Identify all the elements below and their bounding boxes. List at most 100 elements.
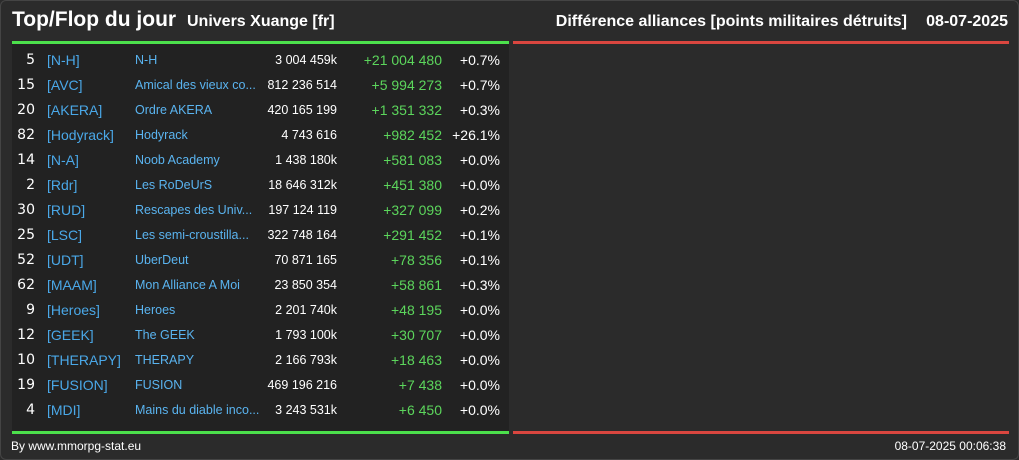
alliance-name-link[interactable]: Ordre AKERA: [135, 103, 213, 117]
alliance-name-link[interactable]: Mains du diable inco...: [135, 403, 260, 417]
rank-value: 82: [17, 127, 35, 143]
percent-value: +0.1%: [459, 227, 500, 243]
rank-value: 4: [26, 402, 35, 418]
points-value: 3 004 459k: [275, 53, 337, 67]
percent-value: +26.1%: [452, 127, 500, 143]
bottom-divider-green: [12, 431, 509, 434]
bottom-divider-red: [513, 431, 1009, 434]
percent-value: +0.0%: [459, 327, 500, 343]
rank-value: 52: [17, 252, 35, 268]
points-value: 197 124 119: [268, 203, 337, 217]
list-item: 14 [N-A] Noob Academy 1 438 180k +581 083 +0.…: [12, 148, 509, 173]
difference-value: +18 463: [391, 352, 442, 368]
alliance-tag-link[interactable]: [N-A]: [47, 152, 79, 168]
list-item: 25 [LSC] Les semi-croustilla... 322 748 164…: [12, 223, 509, 248]
points-value: 2 201 740k: [275, 303, 337, 317]
percent-value: +0.0%: [459, 152, 500, 168]
points-value: 1 793 100k: [275, 328, 337, 342]
alliance-name-link[interactable]: Noob Academy: [135, 153, 220, 167]
alliance-name-link[interactable]: Les RoDeUrS: [135, 178, 213, 192]
top-divider-red: [513, 41, 1009, 44]
list-item: 52 [UDT] UberDeut 70 871 165 +78 356 +0.1%: [12, 248, 509, 273]
alliance-name-link[interactable]: Heroes: [135, 303, 176, 317]
difference-value: +982 452: [383, 127, 442, 143]
alliance-tag-link[interactable]: [THERAPY]: [47, 352, 121, 368]
list-item: 15 [AVC] Amical des vieux co... 812 236 514…: [12, 73, 509, 98]
list-item: 10 [THERAPY] THERAPY 2 166 793k +18 463 +0.0%: [12, 348, 509, 373]
points-value: 420 165 199: [267, 103, 337, 117]
footer-credit: By www.mmorpg-stat.eu: [11, 439, 142, 453]
alliance-tag-link[interactable]: [MAAM]: [47, 277, 97, 293]
difference-value: +581 083: [383, 152, 442, 168]
alliance-tag-link[interactable]: [Heroes]: [47, 302, 100, 318]
alliance-tag-link[interactable]: [Hodyrack]: [47, 127, 114, 143]
difference-value: +327 099: [383, 202, 442, 218]
percent-value: +0.3%: [459, 277, 500, 293]
list-item: 82 [Hodyrack] Hodyrack 4 743 616 +982 452 +26…: [12, 123, 509, 148]
points-value: 1 438 180k: [275, 153, 337, 167]
percent-value: +0.1%: [459, 252, 500, 268]
alliance-name-link[interactable]: Mon Alliance A Moi: [135, 278, 240, 292]
alliance-tag-link[interactable]: [GEEK]: [47, 327, 94, 343]
rank-value: 10: [17, 352, 35, 368]
alliance-tag-link[interactable]: [UDT]: [47, 252, 84, 268]
header: Top/Flop du jour Univers Xuange [fr] Dif…: [1, 1, 1019, 41]
footer-timestamp: 08-07-2025 00:06:38: [894, 439, 1006, 453]
percent-value: +0.2%: [459, 202, 500, 218]
rank-value: 5: [26, 52, 35, 68]
alliance-name-link[interactable]: THERAPY: [135, 353, 195, 367]
alliance-tag-link[interactable]: [FUSION]: [47, 377, 108, 393]
universe-subtitle: Univers Xuange [fr]: [187, 13, 335, 30]
rank-value: 20: [17, 102, 35, 118]
percent-value: +0.7%: [459, 77, 500, 93]
percent-value: +0.3%: [459, 102, 500, 118]
alliance-name-link[interactable]: The GEEK: [135, 328, 195, 342]
rank-value: 9: [26, 302, 35, 318]
points-value: 70 871 165: [274, 253, 337, 267]
difference-value: +5 994 273: [371, 77, 442, 93]
alliance-name-link[interactable]: Rescapes des Univ...: [135, 203, 253, 217]
list-item: 30 [RUD] Rescapes des Univ... 197 124 119 +3…: [12, 198, 509, 223]
difference-value: +7 438: [398, 377, 442, 393]
points-value: 18 646 312k: [268, 178, 337, 192]
percent-value: +0.7%: [459, 52, 500, 68]
alliance-tag-link[interactable]: [MDI]: [47, 402, 81, 418]
alliance-name-link[interactable]: Les semi-croustilla...: [135, 228, 249, 242]
top-panel: 5 [N-H] N-H 3 004 459k +21 004 480 +0.7% 15 [AV…: [12, 44, 509, 431]
difference-value: +21 004 480: [363, 52, 442, 68]
alliance-name-link[interactable]: Hodyrack: [135, 128, 188, 142]
rank-value: 19: [17, 377, 35, 393]
rank-value: 25: [17, 227, 35, 243]
alliance-name-link[interactable]: FUSION: [135, 378, 183, 392]
percent-value: +0.0%: [459, 377, 500, 393]
difference-value: +451 380: [383, 177, 442, 193]
alliance-tag-link[interactable]: [LSC]: [47, 227, 83, 243]
list-item: 12 [GEEK] The GEEK 1 793 100k +30 707 +0.0%: [12, 323, 509, 348]
percent-value: +0.0%: [459, 177, 500, 193]
points-value: 812 236 514: [267, 78, 337, 92]
alliance-tag-link[interactable]: [AKERA]: [47, 102, 103, 118]
alliance-tag-link[interactable]: [AVC]: [47, 77, 83, 93]
difference-value: +1 351 332: [371, 102, 442, 118]
list-item: 5 [N-H] N-H 3 004 459k +21 004 480 +0.7%: [12, 48, 509, 73]
top-divider-green: [12, 41, 509, 44]
difference-value: +48 195: [391, 302, 442, 318]
alliance-tag-link[interactable]: [N-H]: [47, 52, 80, 68]
stat-type-title: Différence alliances [points militaires …: [555, 13, 907, 30]
points-value: 322 748 164: [267, 228, 337, 242]
difference-value: +58 861: [391, 277, 442, 293]
list-item: 20 [AKERA] Ordre AKERA 420 165 199 +1 351 33…: [12, 98, 509, 123]
points-value: 4 743 616: [281, 128, 337, 142]
points-value: 2 166 793k: [275, 353, 337, 367]
header-date: 08-07-2025: [926, 13, 1008, 30]
alliance-tag-link[interactable]: [Rdr]: [47, 177, 78, 193]
percent-value: +0.0%: [459, 352, 500, 368]
alliance-tag-link[interactable]: [RUD]: [47, 202, 86, 218]
rank-value: 2: [26, 177, 35, 193]
alliance-name-link[interactable]: Amical des vieux co...: [135, 78, 256, 92]
points-value: 23 850 354: [274, 278, 337, 292]
alliance-name-link[interactable]: UberDeut: [135, 253, 189, 267]
alliance-name-link[interactable]: N-H: [135, 53, 158, 67]
rank-value: 14: [17, 152, 35, 168]
